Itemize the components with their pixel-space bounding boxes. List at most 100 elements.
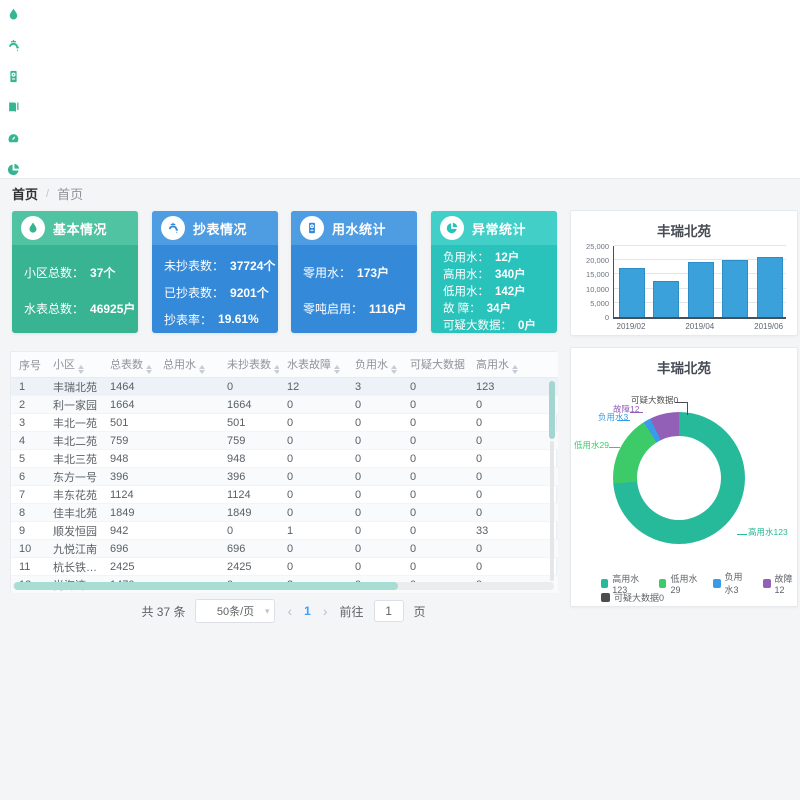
vertical-scrollbar-thumb[interactable] (549, 381, 555, 439)
sort-icon[interactable] (512, 364, 518, 374)
bar-chart: 0 5,000 10,000 15,000 20,000 25,000 2019/02 201… (579, 242, 789, 331)
legend-item[interactable]: 故障12 (763, 572, 797, 595)
column-header[interactable]: 高用水 (468, 352, 558, 378)
stat-card-title: 用水统计 (332, 221, 387, 237)
sort-icon[interactable] (146, 364, 152, 374)
table-cell: 0 (347, 539, 402, 558)
table-cell: 1664 (219, 395, 279, 414)
table-cell: 0 (402, 467, 468, 486)
label-leader-line (737, 534, 747, 535)
column-header[interactable]: 未抄表数 (219, 352, 279, 378)
table-cell: 九悦江南 (45, 539, 102, 558)
faucet-icon[interactable] (6, 38, 21, 53)
slice-label: 低用水29 (574, 440, 609, 450)
legend-swatch (763, 578, 771, 588)
table-cell: 1849 (219, 503, 279, 522)
sort-icon[interactable] (199, 364, 205, 374)
pie-icon (440, 216, 464, 240)
stat-label: 负用水： (443, 251, 489, 264)
table-row[interactable]: 3 丰北一苑 501 501 0 0 0 0 (11, 413, 558, 432)
column-header[interactable]: 负用水 (347, 352, 402, 378)
table-cell: 0 (347, 485, 402, 504)
table-cell: 丰瑞北苑 (45, 377, 102, 396)
x-axis-tick-label: 2019/04 (685, 322, 715, 331)
column-header-label: 未抄表数 (227, 358, 271, 371)
book-icon[interactable] (6, 100, 21, 115)
next-page-icon[interactable]: › (322, 603, 328, 619)
sort-icon[interactable] (274, 364, 279, 374)
legend-label: 低用水29 (670, 573, 698, 595)
gauge-icon[interactable] (6, 131, 21, 146)
horizontal-scrollbar-thumb[interactable] (14, 582, 399, 590)
sort-asc-icon (78, 364, 84, 369)
table-row[interactable]: 4 丰北二苑 759 759 0 0 0 0 (11, 431, 558, 450)
stat-label: 未抄表数： (164, 258, 225, 273)
legend-item[interactable]: 高用水123 (601, 572, 646, 595)
table-cell: 0 (402, 377, 468, 396)
table-cell: 0 (279, 557, 347, 576)
table-row[interactable]: 9 顺发恒园 942 0 1 0 0 33 (11, 521, 558, 540)
column-header[interactable]: 可疑大数据 (402, 352, 468, 378)
donut-legend-row-1: 高用水123 低用水29 负用水3 故障12 (601, 570, 797, 596)
breadcrumb-home[interactable]: 首页 (12, 187, 39, 202)
column-header-label: 高用水 (476, 358, 509, 371)
stat-card-row: 故 障： 34户 (443, 299, 557, 316)
sort-icon[interactable] (78, 364, 84, 374)
table-cell: 1849 (102, 503, 155, 522)
table-cell: 0 (402, 449, 468, 468)
table-cell (155, 503, 219, 522)
current-page-number[interactable]: 1 (304, 604, 311, 618)
prev-page-icon[interactable]: ‹ (287, 603, 293, 619)
legend-item[interactable]: 负用水3 (713, 570, 750, 596)
table-row[interactable]: 6 东方一号 396 396 0 0 0 0 (11, 467, 558, 486)
table-cell: 1 (11, 377, 45, 396)
stat-label: 小区总数： (24, 265, 85, 280)
sort-asc-icon (334, 364, 340, 369)
table-cell: 11 (11, 557, 45, 576)
meter-icon[interactable] (6, 69, 21, 84)
table-row[interactable]: 8 佳丰北苑 1849 1849 0 0 0 0 (11, 503, 558, 522)
legend-item[interactable]: 可疑大数据0 (601, 591, 664, 604)
breadcrumb-current: 首页 (57, 187, 84, 202)
sort-icon[interactable] (391, 364, 397, 374)
column-header[interactable]: 小区 (45, 352, 102, 378)
page-size-select[interactable]: 50条/页 ▾ (195, 599, 276, 623)
table-cell: 0 (279, 503, 347, 522)
table-cell: 0 (402, 539, 468, 558)
pie-icon[interactable] (6, 162, 21, 177)
bar (687, 261, 714, 317)
column-header[interactable]: 总表数 (102, 352, 155, 378)
column-header[interactable]: 总用水 (155, 352, 219, 378)
sort-desc-icon (78, 369, 84, 374)
table-row[interactable]: 1 丰瑞北苑 1464 0 12 3 0 123 (11, 377, 558, 396)
goto-label: 前往 (339, 604, 364, 619)
table-row[interactable]: 10 九悦江南 696 696 0 0 0 0 (11, 539, 558, 558)
table-cell (155, 377, 219, 396)
table-cell: 0 (279, 413, 347, 432)
table-cell: 1 (279, 521, 347, 540)
stat-value: 37724个 (230, 258, 276, 273)
table-row[interactable]: 5 丰北三苑 948 948 0 0 0 0 (11, 449, 558, 468)
table-row[interactable]: 2 利一家园 1664 1664 0 0 0 0 (11, 395, 558, 414)
sort-icon[interactable] (334, 364, 340, 374)
breadcrumb-separator-icon: / (46, 187, 50, 200)
column-header[interactable]: 水表故障 (279, 352, 347, 378)
label-leader-line (630, 412, 643, 413)
bar-chart-plot (613, 245, 786, 319)
stat-value: 37个 (90, 265, 116, 280)
sort-desc-icon (199, 369, 205, 374)
table-cell: 4 (11, 431, 45, 450)
table-row[interactable]: 7 丰东花苑 1124 1124 0 0 0 0 (11, 485, 558, 504)
legend-item[interactable]: 低用水29 (659, 572, 700, 595)
table-cell: 33 (468, 521, 558, 540)
stat-card-row: 可疑大数据： 0户 (443, 316, 557, 333)
water-drop-icon[interactable] (6, 7, 21, 22)
table-cell: 丰东花苑 (45, 485, 102, 504)
column-header-label: 可疑大数据 (410, 358, 465, 371)
breadcrumb: 首页 / 首页 (12, 184, 83, 203)
table-cell: 0 (279, 485, 347, 504)
goto-page-input[interactable] (373, 600, 404, 622)
table-cell: 7 (11, 485, 45, 504)
legend-swatch (601, 593, 610, 602)
